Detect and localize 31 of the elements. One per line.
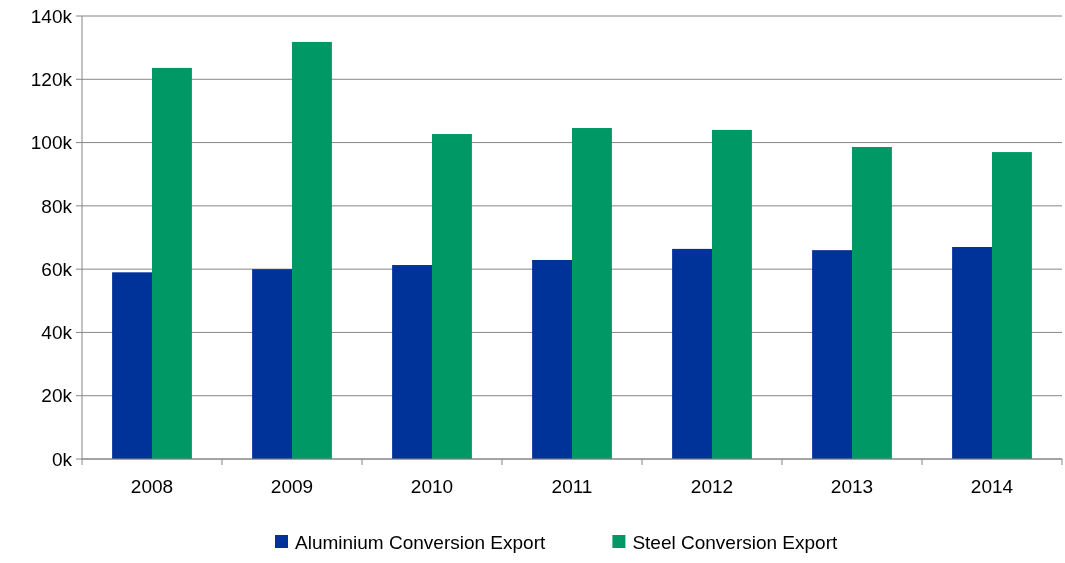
- y-tick-label: 100k: [30, 132, 73, 154]
- bar: [672, 248, 712, 459]
- y-tick-label: 40k: [41, 322, 73, 344]
- x-tick-label: 2008: [130, 476, 174, 497]
- bar: [812, 250, 852, 459]
- y-tick-label: 140k: [30, 5, 73, 27]
- x-tick-label: 2013: [830, 476, 874, 497]
- x-tick-label: 2011: [551, 476, 593, 497]
- x-tick-label: 2009: [270, 476, 314, 497]
- legend-label: Steel Conversion Export: [632, 531, 838, 553]
- bar: [112, 272, 152, 459]
- bar: [952, 246, 992, 459]
- bar: [152, 67, 192, 459]
- bar: [712, 129, 752, 459]
- bar: [992, 152, 1032, 459]
- y-tick-label: 0k: [51, 448, 73, 470]
- bar: [572, 128, 612, 459]
- bar: [392, 265, 432, 459]
- y-tick-label: 20k: [41, 385, 73, 407]
- x-tick-label: 2012: [690, 476, 734, 497]
- y-tick-label: 80k: [41, 195, 73, 217]
- x-tick-label: 2014: [970, 476, 1014, 497]
- bar: [292, 41, 332, 459]
- bar: [532, 259, 572, 459]
- x-tick-label: 2010: [410, 476, 454, 497]
- bar: [252, 269, 292, 459]
- y-tick-label: 60k: [41, 258, 73, 280]
- bar: [432, 134, 472, 459]
- legend-label: Aluminium Conversion Export: [295, 531, 546, 553]
- y-tick-label: 120k: [30, 68, 73, 90]
- bar: [852, 147, 892, 459]
